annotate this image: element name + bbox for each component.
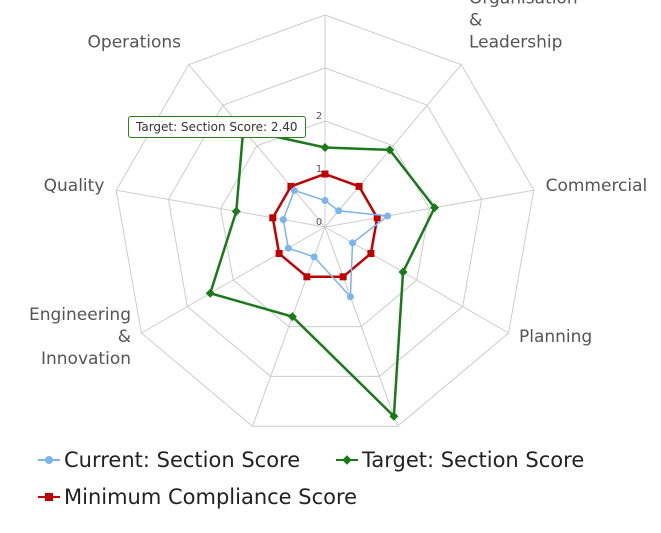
grid-spoke xyxy=(324,226,398,427)
grid-ring-3 xyxy=(167,67,483,377)
legend-label-current: Current: Section Score xyxy=(64,448,301,472)
data-point[interactable] xyxy=(367,250,375,257)
data-point[interactable] xyxy=(279,216,287,224)
grid-spoke xyxy=(141,226,326,334)
data-point[interactable] xyxy=(287,182,295,190)
data-point[interactable] xyxy=(339,273,347,281)
data-point[interactable] xyxy=(290,186,298,194)
legend-label-minimum: Minimum Compliance Score xyxy=(64,485,358,509)
data-point[interactable] xyxy=(346,293,354,301)
series-line xyxy=(271,172,379,279)
data-point[interactable] xyxy=(310,253,318,261)
data-point[interactable] xyxy=(373,214,381,222)
series-line xyxy=(208,128,437,420)
data-point[interactable] xyxy=(320,143,330,152)
radial-tick-label: 2 xyxy=(316,111,322,122)
series-line xyxy=(282,189,390,299)
data-point[interactable] xyxy=(398,267,408,277)
grid-spoke xyxy=(324,64,462,228)
data-point[interactable] xyxy=(355,182,363,190)
grid-spoke xyxy=(252,226,326,427)
series-layer xyxy=(205,125,440,421)
axis-label: Digitalisation xyxy=(402,438,514,440)
data-point[interactable] xyxy=(303,273,311,281)
data-point[interactable] xyxy=(205,288,215,298)
data-point[interactable] xyxy=(231,206,241,216)
data-point[interactable] xyxy=(430,203,440,213)
legend-item-current[interactable]: Current: Section Score xyxy=(38,448,300,472)
legend-marker-target xyxy=(336,453,358,467)
data-point[interactable] xyxy=(335,207,343,215)
axis-label: Engineering & Innovation xyxy=(29,305,131,369)
legend-item-target[interactable]: Target: Section Score xyxy=(336,448,584,472)
legend-label-target: Target: Section Score xyxy=(362,448,585,472)
axis-label: Sustainability xyxy=(133,438,248,440)
radar-chart: 0 1 2 SupplyChainOrganisation&LeadershipCo… xyxy=(29,0,647,440)
data-point[interactable] xyxy=(321,170,329,178)
data-point[interactable] xyxy=(349,239,357,247)
grid-spoke xyxy=(116,189,326,228)
radial-tick-label: 0 xyxy=(316,217,322,228)
data-point[interactable] xyxy=(385,145,395,155)
radial-tick-label: 1 xyxy=(316,164,322,175)
data-point[interactable] xyxy=(269,214,277,222)
data-point[interactable] xyxy=(389,411,399,421)
legend-item-minimum[interactable]: Minimum Compliance Score xyxy=(38,485,357,509)
legend-marker-minimum xyxy=(38,490,60,504)
data-point[interactable] xyxy=(384,212,392,220)
tooltip: Target: Section Score: 2.40 xyxy=(128,116,306,138)
series-2 xyxy=(269,170,381,281)
axis-label: Organisation&Leadership xyxy=(469,0,578,52)
grid-spoke xyxy=(324,189,534,228)
data-point[interactable] xyxy=(284,244,292,252)
data-point[interactable] xyxy=(287,312,297,322)
axis-label: Quality xyxy=(44,176,105,196)
axis-labels: SupplyChainOrganisation&LeadershipCommer… xyxy=(29,0,647,440)
radar-grid: 0 1 2 xyxy=(115,14,535,427)
axis-label: Commercial xyxy=(546,176,648,196)
grid-spoke xyxy=(188,64,326,228)
legend-marker-current xyxy=(38,453,60,467)
data-point[interactable] xyxy=(275,250,283,257)
axis-label: Planning xyxy=(519,327,592,347)
series-0 xyxy=(279,186,392,301)
grid-spoke xyxy=(324,226,509,334)
axis-label: Operations xyxy=(88,32,182,52)
data-point[interactable] xyxy=(321,197,329,204)
